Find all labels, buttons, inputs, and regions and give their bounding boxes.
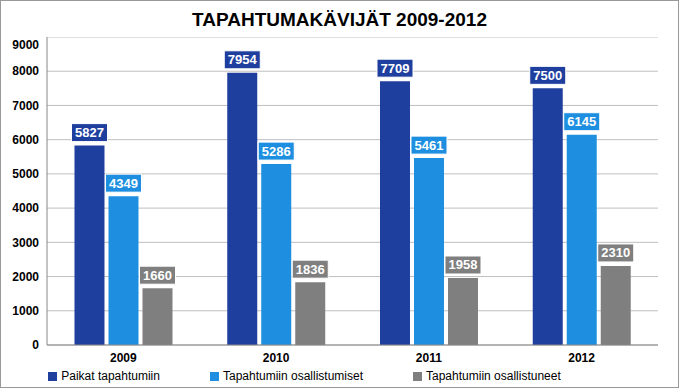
svg-text:5000: 5000 xyxy=(12,167,39,181)
svg-text:2310: 2310 xyxy=(601,245,630,260)
svg-text:6145: 6145 xyxy=(567,114,596,129)
svg-text:5286: 5286 xyxy=(262,144,291,159)
svg-text:2010: 2010 xyxy=(263,351,290,365)
html-text:Tapahtumiin osallistuneet: Tapahtumiin osallistuneet xyxy=(426,369,561,383)
svg-text:2011: 2011 xyxy=(416,351,442,365)
svg-text:9000: 9000 xyxy=(12,38,39,52)
svg-text:1660: 1660 xyxy=(143,268,172,283)
svg-text:2012: 2012 xyxy=(568,351,595,365)
svg-text:7709: 7709 xyxy=(381,61,410,76)
svg-text:7000: 7000 xyxy=(12,99,39,113)
svg-text:2009: 2009 xyxy=(110,351,137,365)
html-text:Tapahtumiin osallistumiset: Tapahtumiin osallistumiset xyxy=(223,369,363,383)
svg-text:5827: 5827 xyxy=(75,125,104,140)
svg-text:3000: 3000 xyxy=(12,236,39,250)
svg-text:7500: 7500 xyxy=(533,68,562,83)
svg-text:1000: 1000 xyxy=(12,304,39,318)
svg-text:7954: 7954 xyxy=(228,52,258,67)
svg-text:6000: 6000 xyxy=(12,133,39,147)
html-text:Paikat tapahtumiin: Paikat tapahtumiin xyxy=(61,369,160,383)
svg-text:8000: 8000 xyxy=(12,64,39,78)
html-text:TAPAHTUMAKÄVIJÄT 2009-2012: TAPAHTUMAKÄVIJÄT 2009-2012 xyxy=(192,9,487,30)
svg-text:4000: 4000 xyxy=(12,201,39,215)
svg-text:4349: 4349 xyxy=(109,176,138,191)
svg-text:0: 0 xyxy=(32,338,39,352)
svg-text:2000: 2000 xyxy=(12,270,39,284)
svg-text:1958: 1958 xyxy=(449,257,478,272)
svg-text:1836: 1836 xyxy=(296,262,325,277)
svg-text:5461: 5461 xyxy=(415,138,444,153)
